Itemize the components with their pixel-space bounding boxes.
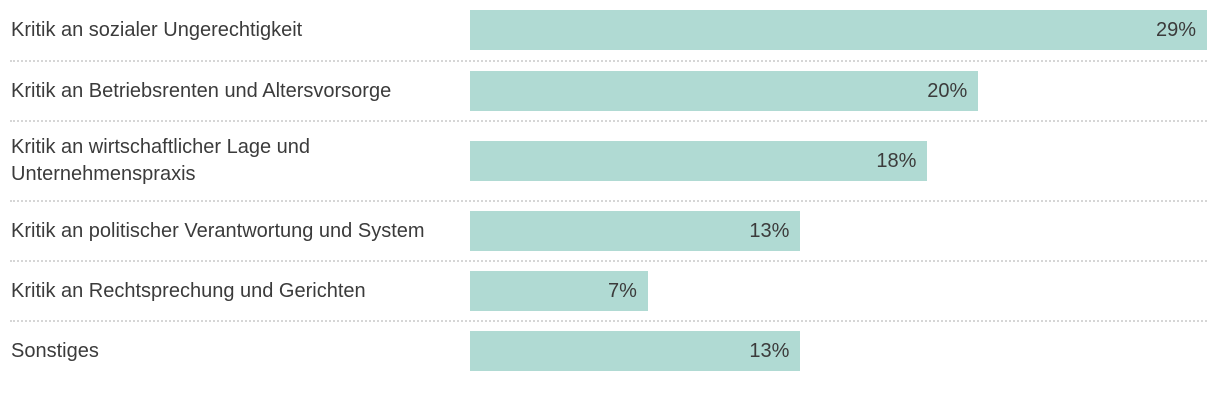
category-label: Sonstiges: [11, 339, 99, 362]
value-label: 18%: [876, 149, 917, 172]
bar: 7%: [470, 271, 648, 311]
category-label: Kritik an Rechtsprechung und Gerichten: [11, 279, 366, 302]
category-label: Kritik an Betriebsrenten und Altersvorso…: [11, 79, 392, 102]
value-label: 29%: [1155, 18, 1196, 41]
chart-row: Kritik an Rechtsprechung und Gerichten 7%: [10, 260, 1207, 320]
bar-area: 7%: [470, 271, 1207, 311]
bar-area: 13%: [470, 211, 1207, 251]
chart-row: Kritik an wirtschaftlicher Lage und Unte…: [10, 120, 1207, 200]
bar: 20%: [470, 71, 979, 111]
value-label: 13%: [749, 219, 790, 242]
value-label: 13%: [749, 339, 790, 362]
bar: 18%: [470, 141, 928, 181]
chart-row: Kritik an politischer Verantwortung und …: [10, 200, 1207, 260]
chart-row: Kritik an Betriebsrenten und Altersvorso…: [10, 60, 1207, 120]
bar-area: 20%: [470, 71, 1207, 111]
bar: 29%: [470, 10, 1207, 50]
bar: 13%: [470, 331, 801, 371]
chart-row: Kritik an sozialer Ungerechtigkeit 29%: [10, 0, 1207, 60]
bar-area: 18%: [470, 141, 1207, 181]
category-label: Kritik an sozialer Ungerechtigkeit: [11, 18, 303, 41]
category-label: Kritik an wirtschaftlicher Lage und Unte…: [11, 136, 311, 185]
value-label: 20%: [927, 79, 968, 102]
bar-area: 13%: [470, 331, 1207, 371]
bar-area: 29%: [470, 10, 1207, 50]
chart-row: Sonstiges 13%: [10, 320, 1207, 380]
value-label: 7%: [607, 279, 637, 302]
bar: 13%: [470, 211, 801, 251]
category-label: Kritik an politischer Verantwortung und …: [11, 219, 425, 242]
